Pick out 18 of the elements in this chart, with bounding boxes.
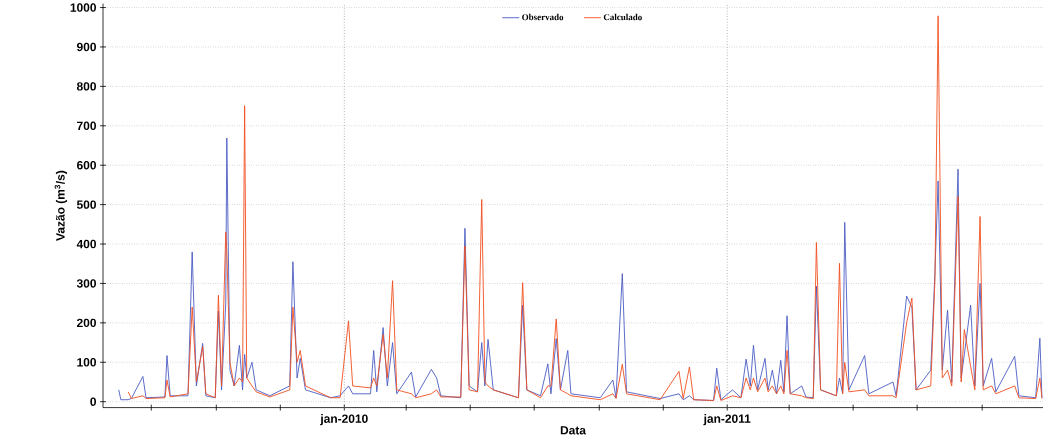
y-tick-label: 300 bbox=[76, 279, 96, 288]
x-tick-label: jan-2011 bbox=[703, 414, 751, 426]
y-tick-label: 800 bbox=[76, 82, 96, 91]
y-tick-label: 200 bbox=[76, 318, 96, 328]
y-tick-label: 400 bbox=[76, 240, 96, 249]
x-axis-title: Data bbox=[560, 426, 587, 435]
y-tick-label: 0 bbox=[90, 397, 96, 407]
y-tick-label: 600 bbox=[76, 161, 96, 170]
y-tick-label: 700 bbox=[77, 121, 96, 131]
y-tick-label: 500 bbox=[76, 200, 96, 210]
y-axis-title: Vazão (m$^{3}$/s) bbox=[54, 171, 68, 242]
line-series bbox=[127, 15, 1043, 402]
legend-label: Calculado bbox=[603, 14, 642, 21]
legend-label: Observado bbox=[522, 14, 564, 21]
y-tick-label: 1000 bbox=[70, 3, 96, 12]
y-tick-label: 900 bbox=[76, 42, 96, 52]
x-tick-label: jan-2010 bbox=[320, 414, 368, 426]
y-tick-label: 100 bbox=[77, 358, 96, 367]
